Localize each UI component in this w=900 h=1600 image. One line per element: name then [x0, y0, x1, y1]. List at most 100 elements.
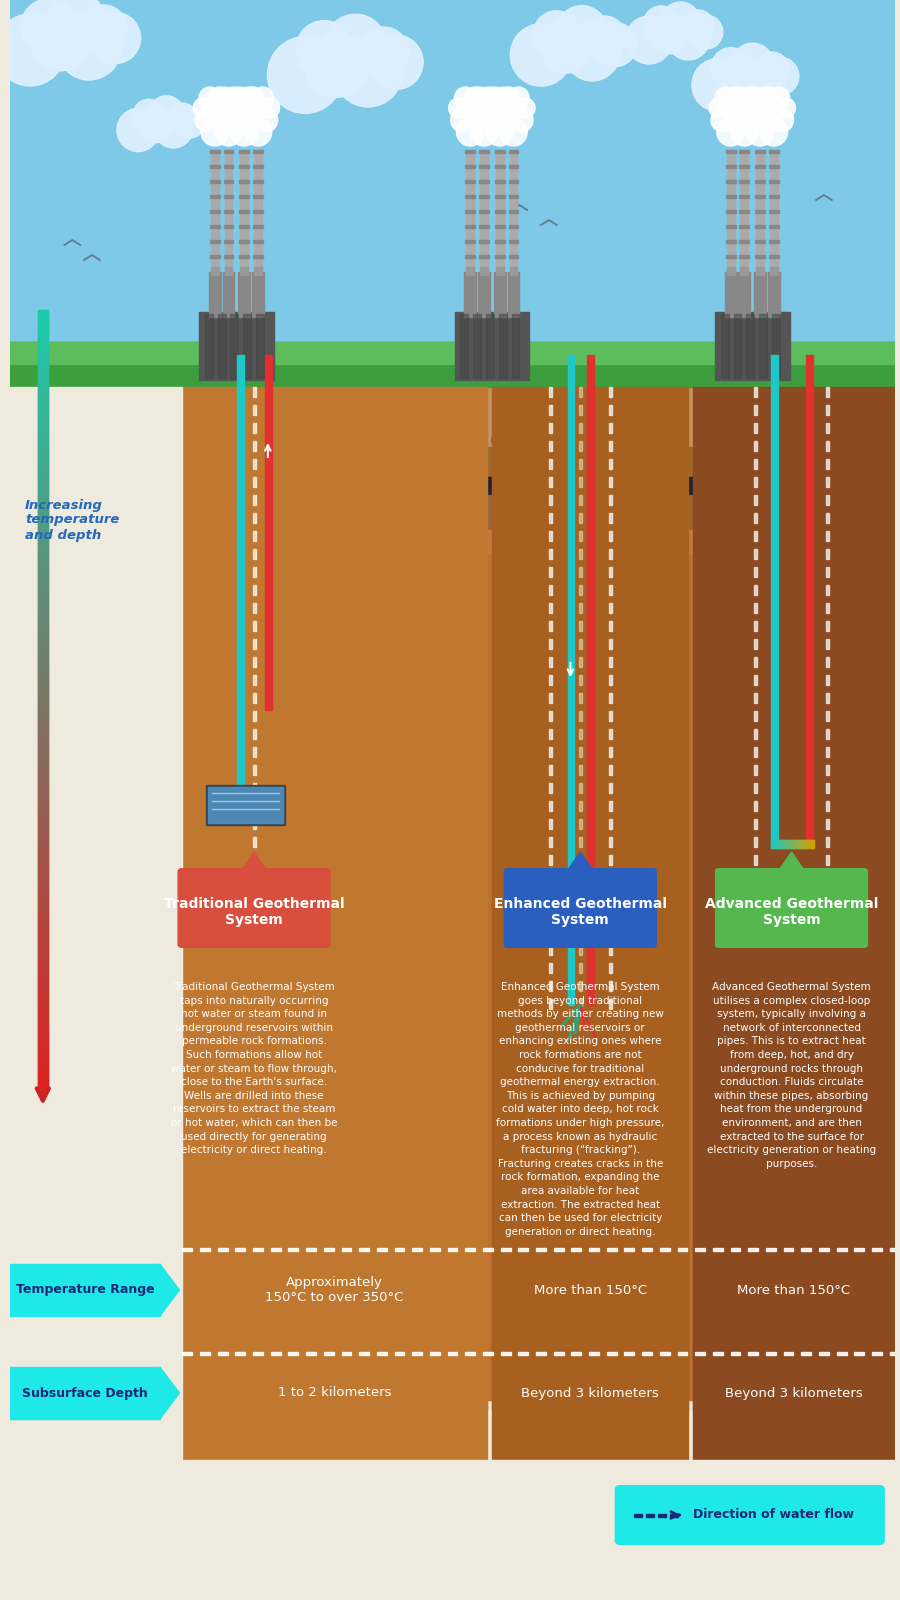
Circle shape: [692, 59, 743, 112]
Bar: [726, 150, 734, 270]
Bar: [479, 226, 489, 227]
Bar: [799, 840, 800, 848]
Bar: [479, 150, 489, 154]
Bar: [572, 1248, 581, 1251]
Bar: [772, 840, 773, 848]
Circle shape: [22, 0, 75, 53]
Bar: [802, 840, 804, 848]
Bar: [608, 603, 612, 613]
Bar: [826, 782, 829, 794]
Bar: [607, 1248, 616, 1251]
Bar: [579, 603, 581, 613]
Bar: [826, 837, 829, 846]
Circle shape: [240, 109, 264, 133]
Bar: [253, 477, 256, 486]
Bar: [795, 840, 796, 848]
Bar: [239, 254, 249, 258]
Bar: [465, 1248, 475, 1251]
Bar: [608, 782, 612, 794]
Circle shape: [466, 109, 490, 133]
Bar: [771, 840, 772, 848]
Bar: [579, 765, 581, 774]
Circle shape: [494, 109, 518, 133]
Circle shape: [373, 424, 394, 446]
Bar: [590, 1352, 598, 1355]
Bar: [741, 150, 748, 270]
Bar: [210, 195, 220, 198]
Bar: [222, 272, 234, 317]
Bar: [465, 165, 475, 168]
Bar: [801, 1248, 811, 1251]
Bar: [608, 549, 612, 558]
Bar: [536, 1352, 546, 1355]
Bar: [740, 195, 750, 198]
Bar: [359, 1248, 369, 1251]
Bar: [549, 765, 552, 774]
Circle shape: [347, 448, 361, 462]
Bar: [740, 210, 750, 213]
Bar: [608, 946, 612, 955]
Circle shape: [564, 24, 620, 82]
Bar: [775, 840, 776, 848]
Circle shape: [512, 450, 530, 467]
Bar: [755, 210, 765, 213]
Bar: [223, 226, 233, 227]
Circle shape: [0, 14, 66, 86]
Bar: [754, 693, 757, 702]
Bar: [253, 422, 256, 434]
Circle shape: [306, 435, 324, 454]
Bar: [483, 1352, 493, 1355]
Circle shape: [732, 94, 757, 122]
Circle shape: [242, 86, 264, 109]
Bar: [781, 840, 782, 848]
Bar: [253, 240, 263, 243]
Bar: [289, 1352, 298, 1355]
Bar: [813, 840, 814, 848]
Bar: [579, 387, 581, 397]
Bar: [590, 1248, 598, 1251]
Bar: [812, 840, 813, 848]
Bar: [755, 240, 765, 243]
Bar: [253, 1248, 263, 1251]
Bar: [253, 693, 256, 702]
Bar: [754, 477, 757, 486]
Bar: [766, 1248, 776, 1251]
Text: More than 150°C: More than 150°C: [737, 1283, 850, 1296]
Circle shape: [478, 98, 498, 118]
Bar: [608, 514, 612, 523]
Bar: [725, 210, 735, 213]
Circle shape: [244, 418, 268, 442]
Bar: [253, 765, 256, 774]
Circle shape: [267, 37, 343, 114]
Bar: [740, 165, 750, 168]
Bar: [549, 442, 552, 451]
Bar: [210, 150, 220, 154]
Bar: [554, 1352, 563, 1355]
Bar: [579, 494, 581, 506]
Bar: [579, 747, 581, 757]
Bar: [608, 710, 612, 722]
Bar: [726, 267, 734, 275]
Bar: [412, 1248, 422, 1251]
Bar: [253, 459, 256, 469]
Polygon shape: [240, 851, 268, 872]
Bar: [447, 1352, 457, 1355]
Circle shape: [484, 86, 506, 109]
Bar: [826, 802, 829, 811]
Bar: [759, 314, 767, 378]
Bar: [466, 267, 474, 275]
Bar: [741, 267, 748, 275]
Bar: [377, 1248, 387, 1251]
Bar: [811, 840, 812, 848]
Bar: [754, 638, 757, 650]
Circle shape: [758, 86, 779, 109]
Bar: [253, 675, 256, 685]
Bar: [430, 1352, 440, 1355]
Bar: [754, 514, 757, 523]
Bar: [826, 638, 829, 650]
Circle shape: [724, 86, 746, 109]
Bar: [754, 837, 757, 846]
Bar: [809, 840, 811, 848]
Bar: [508, 195, 518, 198]
Bar: [796, 840, 798, 848]
